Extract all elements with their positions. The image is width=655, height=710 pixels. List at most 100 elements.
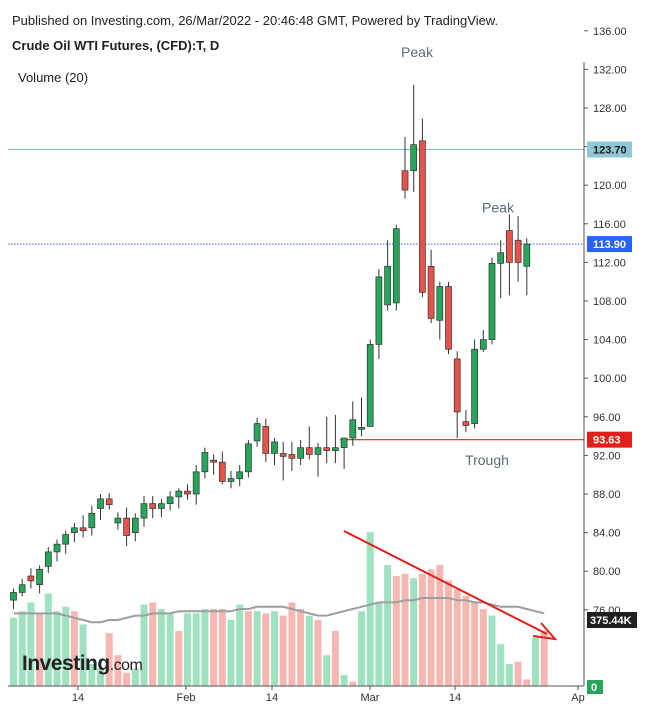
volume-bar: [288, 602, 296, 686]
candle-body: [227, 478, 235, 482]
candle: [227, 470, 235, 489]
volume-bar: [436, 565, 444, 686]
volume-bar: [505, 664, 513, 686]
candle-body: [401, 170, 409, 191]
candle: [123, 507, 130, 547]
candle: [349, 401, 357, 446]
candle-body: [514, 239, 522, 263]
price-tick-label: 80.00: [593, 566, 621, 578]
candle-body: [53, 543, 61, 553]
volume-bars: [10, 532, 548, 686]
candle: [253, 417, 261, 447]
candle: [297, 439, 304, 466]
candle-body: [349, 419, 357, 439]
price-tick-label: 136.00: [593, 26, 627, 38]
candle: [410, 84, 418, 192]
candle: [140, 495, 148, 527]
candle-body: [427, 265, 435, 319]
volume-bar: [392, 576, 400, 686]
candle-body: [79, 527, 87, 532]
trough-tag: 93.63: [593, 435, 621, 447]
volume-bar: [157, 609, 165, 686]
candle-body: [488, 263, 496, 340]
volume-bar: [323, 655, 331, 686]
volume-bar: [88, 664, 96, 686]
candle-body: [158, 503, 165, 509]
volume-bar: [471, 602, 479, 686]
published-caption: Published on Investing.com, 26/Mar/2022 …: [12, 13, 499, 28]
volume-bar: [244, 611, 252, 686]
current-price-tag: 113.90: [593, 239, 626, 251]
volume-bar: [10, 617, 17, 686]
volume-bar: [384, 565, 392, 686]
volume-bar: [305, 615, 313, 686]
candle: [358, 397, 365, 437]
volume-bar: [27, 602, 35, 686]
candle: [523, 238, 531, 296]
candle-body: [114, 517, 122, 524]
volume-tag-box: [587, 612, 637, 628]
volume-bar: [192, 613, 200, 686]
volume-bar: [79, 624, 87, 686]
candle-body: [305, 447, 313, 455]
volume-bar: [479, 609, 487, 686]
volume-decline-arrow: [343, 530, 558, 641]
candle-body: [27, 575, 35, 582]
volume-bar: [366, 532, 374, 686]
candle-body: [236, 471, 244, 479]
volume-bar: [175, 631, 183, 686]
volume-bar: [123, 672, 131, 686]
volume-bar: [314, 620, 322, 686]
resistance-tag: 123.70: [593, 144, 627, 156]
candle-body: [358, 427, 365, 430]
candle: [436, 281, 444, 340]
candle-body: [410, 144, 418, 172]
price-tick-label: 108.00: [593, 296, 627, 308]
candle-body: [523, 243, 531, 267]
volume-bar: [488, 615, 496, 686]
time-tick-label: Ap: [571, 692, 584, 704]
candle: [323, 416, 331, 464]
candle: [305, 426, 313, 460]
candle: [79, 515, 87, 538]
volume-bar: [331, 631, 339, 686]
volume-bar: [114, 655, 122, 686]
logo-text: Investing: [22, 652, 110, 675]
annotations: Peak Peak Trough: [401, 44, 515, 468]
candlesticks: [10, 84, 531, 609]
volume-bar: [340, 675, 348, 686]
price-tick-label: 96.00: [593, 412, 621, 424]
annotation-label: Trough: [465, 452, 509, 468]
candle-body: [419, 140, 426, 293]
volume-bar: [44, 593, 52, 686]
volume-bar: [462, 595, 470, 686]
candle: [445, 281, 452, 355]
candle-body: [105, 498, 113, 505]
candle-body: [288, 454, 296, 459]
candle: [375, 269, 383, 359]
time-tick-label: 14: [266, 692, 278, 704]
candle-body: [445, 286, 452, 350]
candle-body: [279, 453, 287, 457]
volume-bar: [514, 661, 522, 686]
candle-body: [497, 252, 505, 264]
volume-zero-tag-box: [587, 680, 603, 694]
symbol-title: Crude Oil WTI Futures, (CFD):T, D: [12, 38, 220, 53]
candle: [166, 491, 174, 511]
price-levels: [8, 148, 584, 441]
volume-bar: [297, 609, 305, 686]
candle-body: [323, 447, 331, 451]
volume-bar: [36, 613, 44, 686]
volume-bar: [131, 668, 139, 686]
candle: [488, 257, 496, 345]
price-tick-label: 92.00: [593, 450, 621, 462]
volume-indicator-label[interactable]: Volume (20): [18, 70, 89, 85]
volume-tag: 375.44K: [590, 615, 632, 627]
candle: [514, 216, 522, 282]
candle: [149, 495, 157, 519]
volume-bar: [523, 679, 531, 686]
candle: [71, 522, 78, 543]
candle-body: [297, 447, 304, 459]
candle-body: [149, 503, 157, 509]
